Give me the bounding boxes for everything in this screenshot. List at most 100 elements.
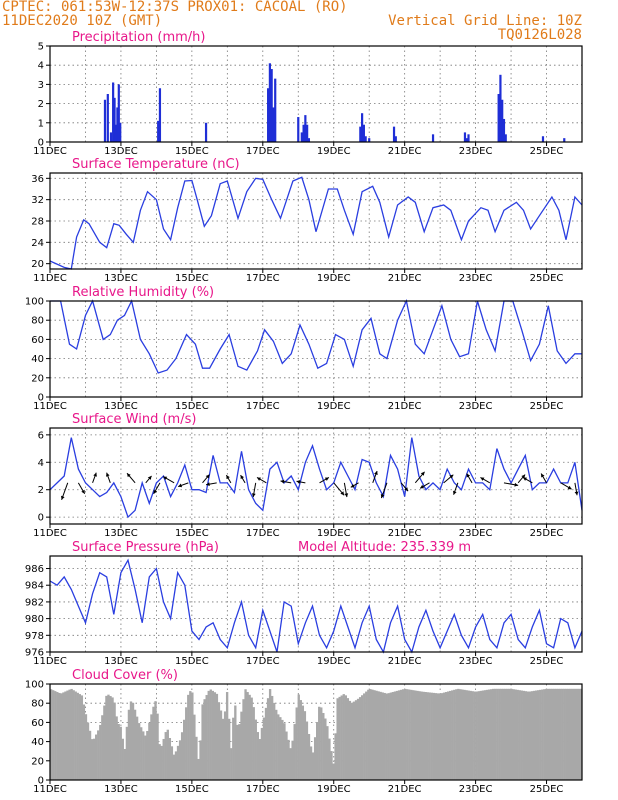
cloud-bar [299,700,302,780]
cloud-bar [84,714,88,780]
wind-vector-head [480,477,485,481]
x-tick-label: 25DEC [530,528,564,539]
cloud-bar [516,689,519,780]
cloud-bar [123,748,127,780]
cloud-bar [197,758,200,780]
cloud-bar [95,734,98,780]
x-tick-label: 21DEC [388,273,422,284]
cloud-bar [352,701,356,780]
y-tick-label: 1 [38,118,44,129]
cloud-bar [185,707,188,780]
x-tick-label: 19DEC [317,146,351,157]
cloud-bar [526,691,530,780]
cloud-bar [313,737,317,780]
precip-bar [368,138,371,142]
cloud-bar [148,722,151,780]
cloud-bar [418,691,421,780]
cloud-bar [555,688,558,780]
y-tick-label: 100 [25,297,44,308]
x-tick-label: 11DEC [33,146,67,157]
cloud-bar [258,739,262,780]
cloud-bar [549,688,552,780]
cloud-bar [66,690,69,780]
y-tick-label: 60 [31,718,44,729]
y-tick-label: 80 [31,316,44,327]
cloud-title: Cloud Cover (%) [72,668,178,683]
wind-vector-head [280,479,285,484]
cloud-bar [127,709,131,780]
cloud-bar [225,692,229,780]
wind-vector-head [404,487,409,492]
wind-vector-head [523,477,527,481]
cloud-bar [297,694,300,780]
precip-panel: 0 1 2 3 4 5 11DEC 13DEC 15DEC 17DEC 19DEC 21DEC 23DE… [33,30,583,157]
rh-panel: 0 20 40 60 80 100 11DEC 13DEC 15DEC 17DEC 19DEC 21D… [25,285,583,412]
cloud-bar [410,689,413,780]
cloud-bar [178,740,182,780]
cloud-bar [293,724,296,780]
cloud-bar [262,717,266,780]
cloud-bar [426,692,429,780]
cloud-panel: 0 20 40 60 80 100 11DEC 13DEC 15DEC 17DEC 19DEC 21D… [25,668,583,795]
cloud-bar [180,732,184,780]
cloud-bar [283,723,286,780]
cloud-bar [465,690,468,780]
cloud-bar [444,692,448,780]
cloud-bar [88,730,92,780]
y-tick-label: 6 [38,430,44,441]
x-tick-label: 13DEC [104,528,138,539]
cloud-bar [457,688,460,780]
x-tick-label: 17DEC [246,273,280,284]
cloud-bar [434,693,438,780]
cloud-bar [135,716,139,780]
cloud-bar [430,692,433,780]
cloud-bar [424,692,427,780]
cloud-bar [80,695,84,780]
cloud-bar [485,689,489,780]
cloud-bar [428,692,431,780]
cloud-bar [340,695,343,780]
precip-bar [499,74,502,142]
cloud-bar [387,693,390,780]
cloud-bar [230,748,233,780]
y-tick-label: 60 [31,335,44,346]
wind-vector-head [205,474,210,479]
cloud-bar [455,689,458,780]
y-tick-label: 4 [38,458,44,469]
header-station: CPTEC: 061:53W-12:37S PROX01: CACOAL (RO… [2,0,348,15]
cloud-bar [131,702,135,780]
x-tick-label: 17DEC [246,784,280,795]
y-tick-label: 984 [25,581,44,592]
precip-bar [541,136,545,142]
cloud-bar [575,688,579,780]
cloud-bar [156,713,159,780]
cloud-bar [201,704,204,780]
x-tick-label: 19DEC [317,401,351,412]
cloud-bar [219,710,223,780]
cloud-bar [365,691,368,780]
cloud-bar [172,754,176,780]
cloud-bar [338,696,341,780]
cloud-bar [541,689,544,780]
precip-bar [109,132,113,142]
x-tick-label: 15DEC [175,401,209,412]
cloud-bar [373,690,376,780]
cloud-bar [330,751,333,780]
x-tick-label: 25DEC [530,784,564,795]
wind-vector-head [226,475,230,480]
cloud-bar [64,691,67,780]
cloud-bar [117,723,120,780]
y-tick-label: 28 [31,217,44,228]
cloud-bar [371,689,374,780]
temp-frame [49,172,583,270]
cloud-bar [142,731,145,780]
cloud-bar [449,690,452,780]
precip-bar [304,115,307,142]
cloud-bar [266,698,270,780]
cloud-bar [207,690,210,780]
cloud-bar [99,724,102,780]
cloud-bar [279,717,282,780]
y-tick-label: 0 [38,776,44,787]
cloud-bar [446,691,450,780]
cloud-bar [193,714,196,780]
